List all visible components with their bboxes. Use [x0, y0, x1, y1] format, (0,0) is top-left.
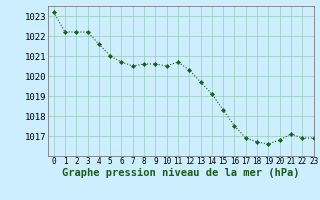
- X-axis label: Graphe pression niveau de la mer (hPa): Graphe pression niveau de la mer (hPa): [62, 168, 300, 178]
